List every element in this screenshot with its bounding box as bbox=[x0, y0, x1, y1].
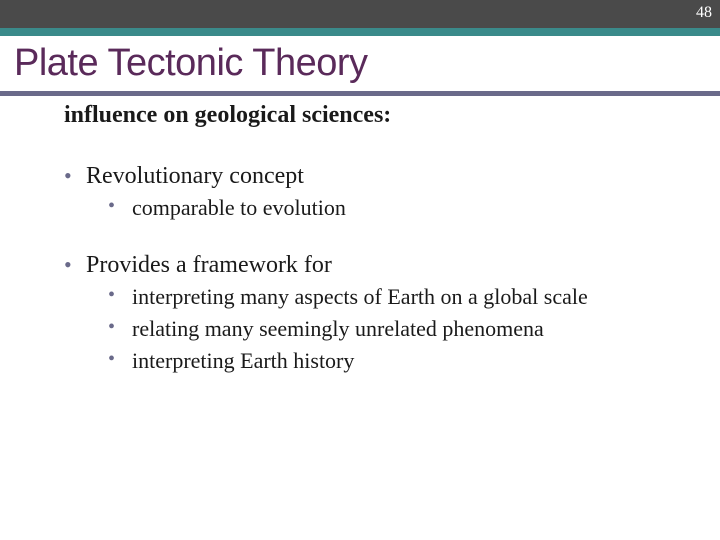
bullet-group-2: Provides a framework for interpreting ma… bbox=[64, 252, 680, 377]
bullet-level2: relating many seemingly unrelated phenom… bbox=[108, 313, 680, 345]
bullet-level2: interpreting Earth history bbox=[108, 345, 680, 377]
bullet-text: Revolutionary concept bbox=[86, 163, 304, 189]
subtitle: influence on geological sciences: bbox=[64, 102, 680, 129]
accent-bar bbox=[0, 28, 720, 36]
title-area: Plate Tectonic Theory bbox=[0, 36, 720, 89]
bullet-level1: Provides a framework for interpreting ma… bbox=[64, 252, 680, 377]
bullet-level2: interpreting many aspects of Earth on a … bbox=[108, 281, 680, 313]
bullet-text: Provides a framework for bbox=[86, 252, 332, 278]
slide-title: Plate Tectonic Theory bbox=[14, 42, 706, 85]
content-area: influence on geological sciences: Revolu… bbox=[0, 96, 720, 377]
bullet-group-1: Revolutionary concept comparable to evol… bbox=[64, 163, 680, 224]
bullet-level1: Revolutionary concept comparable to evol… bbox=[64, 163, 680, 224]
sub-bullet-list: comparable to evolution bbox=[108, 192, 680, 224]
sub-bullet-list: interpreting many aspects of Earth on a … bbox=[108, 281, 680, 377]
header-bar: 48 bbox=[0, 0, 720, 28]
page-number: 48 bbox=[696, 4, 712, 22]
bullet-level2: comparable to evolution bbox=[108, 192, 680, 224]
